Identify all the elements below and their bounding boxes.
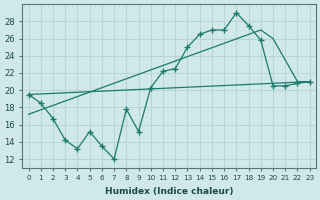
X-axis label: Humidex (Indice chaleur): Humidex (Indice chaleur) [105,187,233,196]
